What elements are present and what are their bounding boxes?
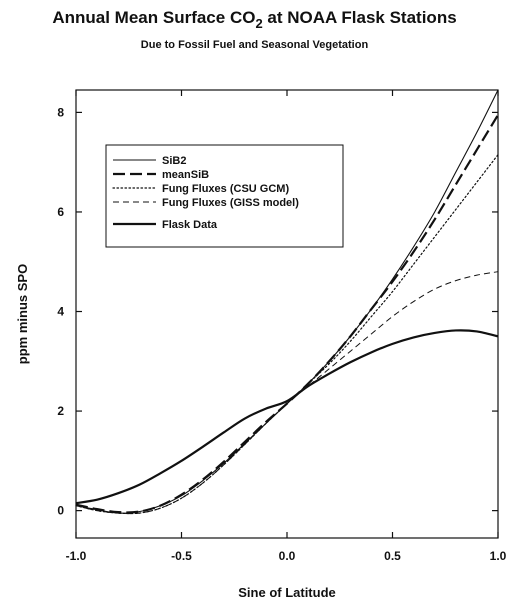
chart-title-block: Annual Mean Surface CO2 at NOAA Flask St… — [0, 8, 509, 51]
series-line-flask-data — [75, 329, 499, 505]
y-tick-label: 4 — [57, 305, 64, 319]
chart-subtitle: Due to Fossil Fuel and Seasonal Vegetati… — [140, 39, 369, 51]
x-tick-label: -1.0 — [66, 549, 87, 563]
series-line-fung-fluxes-csu-gcm — [75, 154, 499, 515]
legend-box — [105, 144, 344, 248]
chart-title-main: Annual Mean Surface CO — [52, 8, 256, 27]
x-tick-label: 1.0 — [490, 549, 507, 563]
series-lines — [75, 89, 499, 515]
legend-label-sib2: SiB2 — [162, 155, 186, 167]
y-tick-label: 8 — [57, 105, 64, 119]
y-tick-label: 6 — [57, 205, 64, 219]
legend-label-fung-fluxes-giss-model: Fung Fluxes (GISS model) — [162, 197, 299, 209]
legend-label-flask-data: Flask Data — [162, 219, 218, 231]
y-tick-label: 2 — [57, 404, 64, 418]
chart-title: Annual Mean Surface CO2 at NOAA Flask St… — [0, 8, 509, 31]
axis-ticks: -1.0 -0.5 0.0 0.5 1.0 0 2 4 6 8 — [57, 90, 507, 563]
x-tick-label: 0.0 — [279, 549, 296, 563]
legend: SiB2 meanSiB Fung Fluxes (CSU GCM) Fung Flu… — [105, 144, 344, 248]
x-tick-label: 0.5 — [384, 549, 401, 563]
y-tick-label: 0 — [57, 504, 64, 518]
x-axis-title: Sine of Latitude — [238, 585, 336, 600]
x-tick-label: -0.5 — [171, 549, 192, 563]
series-line-fung-fluxes-giss-model — [75, 271, 499, 515]
chart-title-tail: at NOAA Flask Stations — [262, 8, 457, 27]
chart-title-subscript: 2 — [255, 16, 263, 31]
y-axis-title: ppm minus SPO — [15, 264, 30, 364]
legend-label-fung-fluxes-csu-gcm: Fung Fluxes (CSU GCM) — [162, 183, 289, 195]
legend-label-meansib: meanSiB — [162, 169, 209, 181]
